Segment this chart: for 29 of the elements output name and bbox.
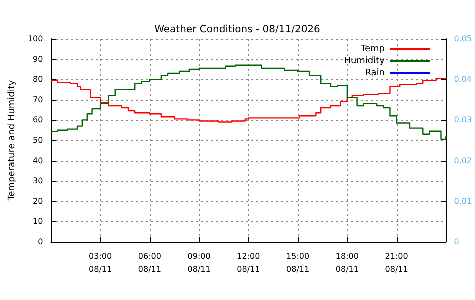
x-tick-label: 15:00 08/11 [286, 252, 310, 274]
y-tick-label: 70 [32, 95, 44, 104]
y-tick-label: 40 [32, 156, 44, 166]
x-tick-label: 21:00 08/11 [385, 252, 408, 274]
x-tick-label: 12:00 08/11 [237, 252, 260, 274]
y2-tick-label: 0.02 [454, 156, 472, 166]
x-tick-label: 09:00 08/11 [188, 252, 211, 274]
y2-tick-label: 0.03 [454, 116, 472, 125]
y-tick-label: 30 [32, 176, 44, 186]
y-tick-label: 20 [32, 196, 44, 206]
y-axis-title: Temperature and Humidity [8, 80, 18, 202]
y-tick-label: 100 [28, 34, 44, 44]
y2-tick-label: 0 [454, 238, 460, 246]
y-tick-label: 80 [32, 75, 44, 84]
legend-label: Rain [365, 68, 385, 78]
y-tick-label: 60 [32, 116, 44, 125]
x-tick-label: 03:00 08/11 [89, 252, 112, 274]
legend-label: Temp [360, 44, 386, 54]
y2-tick-label: 0.04 [454, 75, 472, 84]
y2-tick-label: 0.05 [454, 34, 472, 44]
y-tick-label: 50 [32, 136, 44, 145]
legend-label: Humidity [344, 56, 386, 66]
y2-tick-label: 0.01 [454, 196, 472, 206]
x-tick-label: 06:00 08/11 [138, 252, 162, 274]
y-tick-label: 10 [32, 217, 44, 226]
chart-title: Weather Conditions - 08/11/2026 [154, 24, 320, 36]
x-tick-label: 18:00 08/11 [336, 252, 359, 274]
y-tick-label: 90 [32, 54, 44, 64]
y-tick-label: 0 [38, 238, 44, 246]
